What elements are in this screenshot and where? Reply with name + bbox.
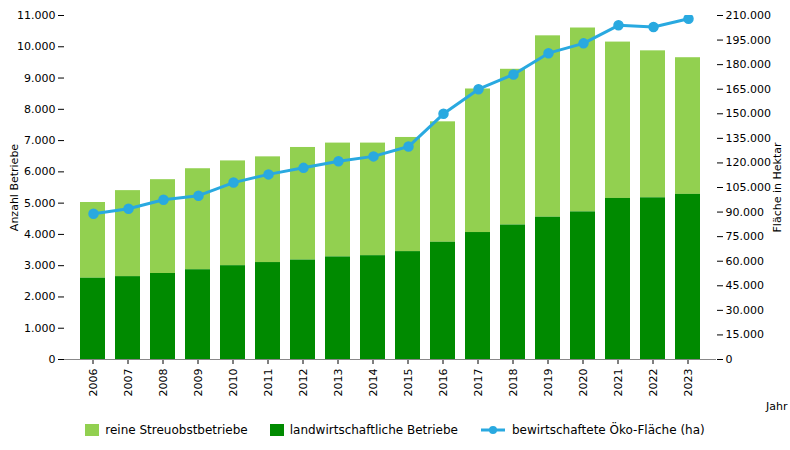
svg-text:90.000: 90.000 [726, 206, 765, 219]
svg-text:45.000: 45.000 [726, 279, 765, 292]
svg-text:105.000: 105.000 [726, 181, 772, 194]
svg-text:2016: 2016 [437, 369, 450, 397]
svg-text:75.000: 75.000 [726, 230, 765, 243]
svg-text:165.000: 165.000 [726, 83, 772, 96]
svg-text:4.000: 4.000 [24, 228, 56, 241]
svg-text:30.000: 30.000 [726, 304, 765, 317]
html-text:landwirtschaftliche Betriebe: landwirtschaftliche Betriebe [289, 423, 458, 437]
svg-text:8.000: 8.000 [24, 103, 56, 116]
svg-text:120.000: 120.000 [726, 156, 772, 169]
svg-text:Fläche in Hektar: Fläche in Hektar [771, 142, 784, 232]
html-text:bewirtschaftete Öko-Fläche (ha: bewirtschaftete Öko-Fläche (ha) [512, 423, 705, 437]
svg-text:0: 0 [726, 353, 733, 366]
svg-text:2018: 2018 [507, 369, 520, 397]
html-text:reine Streuobstbetriebe: reine Streuobstbetriebe [105, 423, 248, 437]
svg-text:150.000: 150.000 [726, 107, 772, 120]
svg-text:2022: 2022 [647, 369, 660, 397]
svg-text:2009: 2009 [192, 369, 205, 397]
svg-text:2013: 2013 [332, 369, 345, 397]
svg-text:195.000: 195.000 [726, 34, 772, 47]
svg-text:15.000: 15.000 [726, 328, 765, 341]
svg-text:2012: 2012 [297, 369, 310, 397]
svg-text:2007: 2007 [122, 369, 135, 397]
svg-text:Jahr: Jahr [765, 400, 788, 413]
svg-text:2008: 2008 [157, 369, 170, 397]
svg-text:2010: 2010 [227, 369, 240, 397]
svg-text:10.000: 10.000 [17, 40, 56, 53]
svg-text:7.000: 7.000 [24, 134, 56, 147]
svg-text:2014: 2014 [367, 369, 380, 397]
svg-text:2017: 2017 [472, 369, 485, 397]
svg-text:11.000: 11.000 [17, 9, 56, 22]
svg-text:2011: 2011 [262, 369, 275, 397]
svg-text:2019: 2019 [542, 369, 555, 397]
svg-text:2021: 2021 [612, 369, 625, 397]
svg-text:Anzahl Betriebe: Anzahl Betriebe [8, 144, 21, 231]
svg-text:2006: 2006 [87, 369, 100, 397]
svg-text:2.000: 2.000 [24, 290, 56, 303]
svg-text:9.000: 9.000 [24, 72, 56, 85]
svg-text:180.000: 180.000 [726, 58, 772, 71]
svg-text:2020: 2020 [577, 369, 590, 397]
svg-text:60.000: 60.000 [726, 255, 765, 268]
svg-text:6.000: 6.000 [24, 165, 56, 178]
svg-text:0: 0 [49, 353, 56, 366]
svg-text:2015: 2015 [402, 369, 415, 397]
svg-text:2023: 2023 [682, 369, 695, 397]
svg-text:1.000: 1.000 [24, 322, 56, 335]
svg-text:3.000: 3.000 [24, 259, 56, 272]
svg-text:5.000: 5.000 [24, 197, 56, 210]
svg-text:135.000: 135.000 [726, 132, 772, 145]
svg-text:210.000: 210.000 [726, 9, 772, 22]
